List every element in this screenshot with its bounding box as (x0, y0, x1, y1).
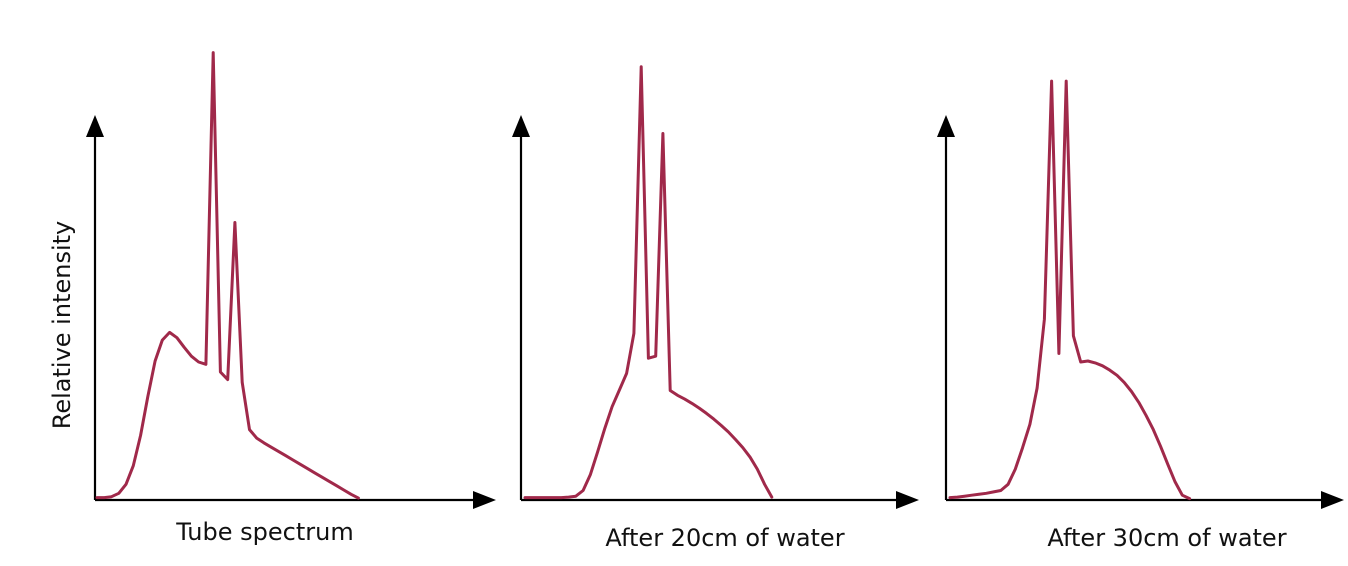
y-axis-arrow-icon (937, 115, 955, 137)
spectrum-curve (523, 65, 774, 500)
caption-after-20cm: After 20cm of water (605, 524, 844, 552)
x-axis-arrow-icon (473, 491, 496, 509)
caption-tube-spectrum: Tube spectrum (175, 518, 353, 546)
x-axis-arrow-icon (1321, 491, 1344, 509)
x-axis-arrow-icon (896, 491, 919, 509)
y-axis-label: Relative intensity (48, 221, 76, 429)
spectrum-curve (948, 79, 1192, 501)
y-axis-arrow-icon (512, 115, 530, 137)
panel-after-20cm: After 20cm of water (512, 65, 919, 552)
panel-after-30cm: After 30cm of water (937, 79, 1344, 552)
panel-tube-spectrum: Tube spectrum Relative intensity (48, 51, 496, 546)
y-axis-arrow-icon (86, 115, 104, 137)
caption-after-30cm: After 30cm of water (1047, 524, 1286, 552)
spectrum-curve (95, 51, 360, 500)
